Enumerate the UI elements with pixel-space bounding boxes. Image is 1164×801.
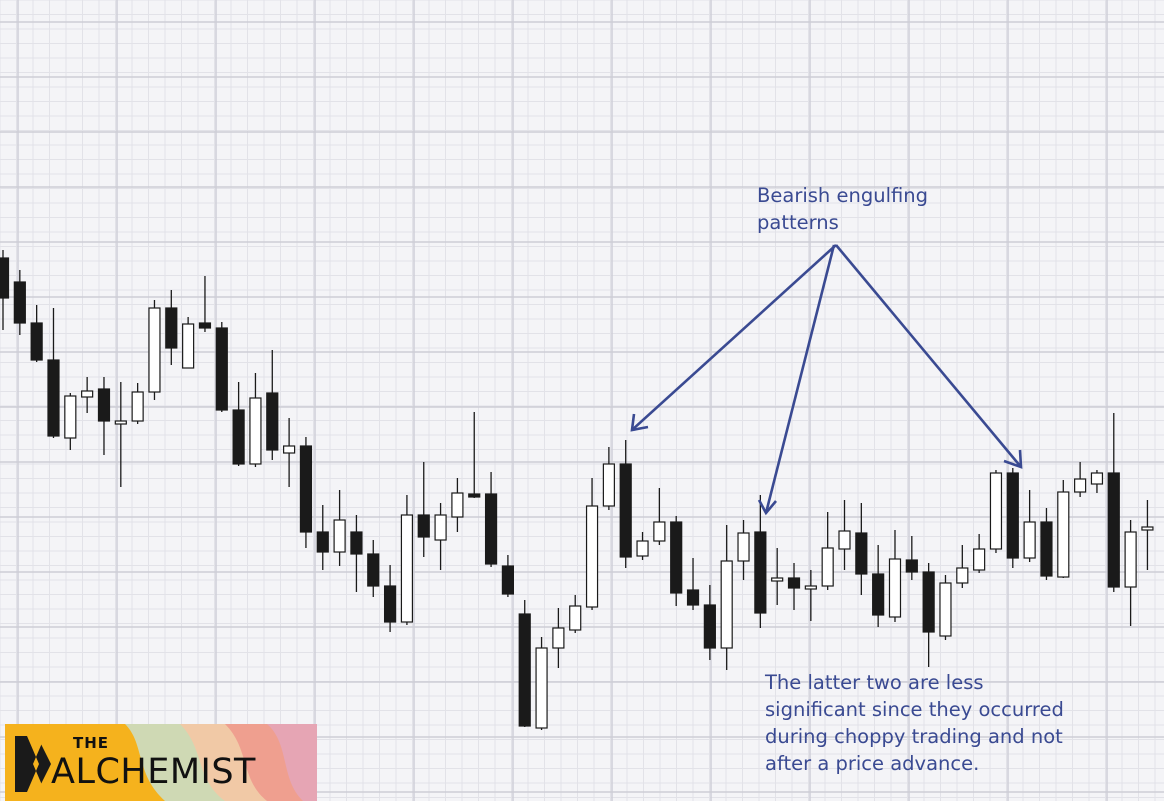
candle-bullish (956, 567, 969, 584)
candle-bullish (838, 530, 851, 550)
annotation-arrows (630, 244, 1023, 516)
candle-bullish (973, 548, 986, 571)
candle-bearish (703, 604, 716, 649)
candle-bearish (417, 514, 430, 538)
arrow-head-2 (757, 499, 777, 516)
candle-bullish (434, 514, 447, 541)
candle-bullish (1074, 478, 1087, 493)
candle-bearish (670, 521, 683, 594)
candle-bearish (468, 493, 481, 498)
annotation-note: The latter two are less significant sinc… (765, 669, 1145, 777)
candle-bearish (165, 307, 178, 349)
candle-bearish (484, 493, 498, 565)
candle-bullish (821, 547, 834, 587)
logo: THE ALCHEMIST (5, 724, 317, 801)
candle-bearish (872, 573, 885, 616)
candle-bearish (501, 565, 514, 595)
candle-bearish (0, 257, 10, 299)
candle-bullish (131, 391, 144, 422)
logo-word-the: THE (73, 734, 110, 752)
candle-bullish (283, 445, 296, 454)
candle-bearish (97, 388, 111, 422)
candle-bullish (1057, 491, 1070, 578)
candle-bullish (64, 395, 77, 439)
candle-bullish (804, 585, 817, 590)
candle-bearish (905, 559, 918, 573)
candle-bullish (569, 605, 582, 631)
candle-bullish (585, 505, 599, 608)
candle-bearish (787, 577, 801, 589)
candle-bullish (1090, 472, 1104, 485)
candle-bullish (333, 519, 346, 553)
candle-bullish (400, 514, 414, 623)
candle-bearish (619, 463, 632, 558)
candle-bearish (686, 589, 700, 606)
candle-bullish (653, 521, 666, 542)
candle-bullish (249, 397, 262, 465)
candle-bullish (1124, 531, 1137, 588)
candle-bearish (316, 531, 329, 553)
candle-bullish (81, 390, 94, 398)
logo-word-alchemist: ALCHEMIST (51, 752, 256, 792)
annotation-note-line-1: The latter two are less (765, 671, 984, 694)
candle-bullish (451, 492, 464, 518)
candle-bearish (30, 322, 43, 361)
annotation-note-line-3: during choppy trading and not (765, 725, 1063, 748)
candle-bearish (383, 585, 397, 623)
candle-bullish (939, 582, 952, 637)
arrow-head-3 (1003, 449, 1023, 469)
candle-bearish (922, 571, 935, 633)
candle-bearish (215, 327, 228, 411)
candles (0, 250, 1154, 730)
annotation-top-line-2: patterns (757, 211, 839, 234)
candle-bearish (1040, 521, 1053, 577)
arrow-head-1 (630, 413, 649, 432)
candle-bearish (1107, 472, 1120, 588)
candle-bearish (367, 553, 380, 587)
annotation-top-line-1: Bearish engulfing (757, 184, 929, 207)
candle-bullish (552, 627, 565, 649)
candle-bullish (636, 540, 649, 557)
candle-doji (114, 420, 127, 425)
candle-bullish (720, 560, 733, 649)
candle-bearish (855, 532, 868, 575)
arrow-line-3 (835, 244, 1022, 468)
candle-bearish (1006, 472, 1019, 559)
candle-bearish (13, 281, 26, 324)
candle-bearish (518, 613, 531, 727)
candle-bearish (47, 359, 60, 437)
candle-bearish (350, 531, 363, 555)
candle-bullish (1141, 526, 1154, 531)
candle-bearish (198, 322, 212, 329)
candle-bullish (1023, 521, 1036, 559)
candle-bullish (535, 647, 548, 729)
candle-bearish (754, 531, 767, 614)
annotation-note-line-2: significant since they occurred (765, 698, 1064, 721)
candle-bearish (299, 445, 313, 533)
annotation-bearish-engulfing: Bearish engulfing patterns (757, 182, 997, 236)
arrow-line-2 (764, 244, 836, 514)
candle-bullish (182, 323, 195, 369)
candle-doji (771, 577, 784, 582)
candle-bearish (266, 392, 279, 451)
candle-bullish (602, 463, 615, 507)
candle-bearish (232, 409, 245, 465)
candle-bullish (148, 307, 161, 393)
candle-bullish (888, 558, 902, 618)
logo-background (5, 724, 317, 801)
candle-bullish (737, 532, 750, 562)
arrow-line-1 (631, 244, 837, 431)
candle-bullish (989, 472, 1003, 550)
annotation-note-line-4: after a price advance. (765, 752, 980, 775)
